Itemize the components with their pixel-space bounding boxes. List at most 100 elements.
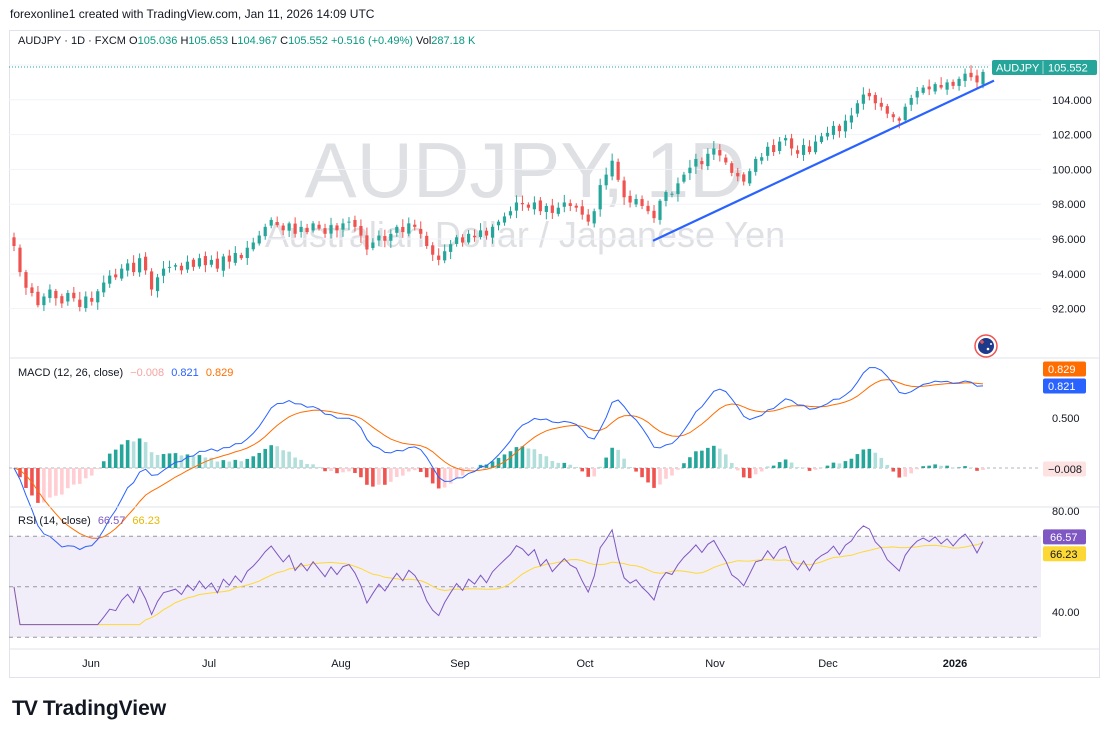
candle[interactable]	[915, 86, 919, 105]
candle[interactable]	[311, 221, 315, 233]
macd-histogram-bar[interactable]	[945, 465, 949, 468]
macd-histogram-bar[interactable]	[783, 459, 788, 468]
macd-histogram-bar[interactable]	[442, 468, 447, 488]
macd-histogram-bar[interactable]	[60, 468, 64, 495]
candle[interactable]	[520, 195, 525, 211]
macd-histogram-bar[interactable]	[568, 464, 573, 468]
macd-histogram-bar[interactable]	[197, 455, 202, 468]
macd-histogram-bar[interactable]	[257, 453, 262, 468]
candle[interactable]	[975, 69, 979, 89]
macd-histogram-bar[interactable]	[347, 468, 351, 472]
candle[interactable]	[700, 157, 704, 170]
macd-histogram-bar[interactable]	[89, 468, 94, 476]
candle[interactable]	[257, 230, 261, 246]
candle[interactable]	[843, 114, 848, 138]
rsi-value-tag[interactable]: 66.57	[1043, 529, 1086, 545]
candle[interactable]	[688, 159, 692, 181]
candle[interactable]	[24, 269, 28, 295]
macd-histogram-bar[interactable]	[682, 463, 686, 468]
candle[interactable]	[275, 216, 279, 228]
candle[interactable]	[84, 291, 88, 312]
macd-histogram-bar[interactable]	[580, 468, 585, 472]
candle[interactable]	[646, 200, 650, 215]
candle[interactable]	[610, 153, 614, 181]
candle[interactable]	[598, 178, 602, 217]
macd-histogram-bar[interactable]	[867, 448, 872, 468]
macd-histogram-bar[interactable]	[269, 445, 274, 468]
candle[interactable]	[921, 85, 925, 95]
macd-histogram-bar[interactable]	[532, 449, 537, 468]
candle[interactable]	[622, 176, 626, 205]
candle[interactable]	[431, 242, 435, 261]
candle[interactable]	[209, 255, 213, 268]
candle[interactable]	[120, 264, 124, 281]
candle[interactable]	[784, 134, 788, 146]
candle[interactable]	[640, 195, 644, 210]
candle[interactable]	[449, 239, 453, 260]
macd-histogram-bar[interactable]	[365, 468, 369, 485]
macd-histogram-bar[interactable]	[706, 447, 710, 468]
macd-histogram-bar[interactable]	[251, 456, 256, 468]
candle[interactable]	[939, 77, 943, 90]
macd-histogram-bar[interactable]	[460, 468, 465, 476]
candle[interactable]	[227, 249, 231, 269]
macd-histogram-bar[interactable]	[789, 462, 794, 468]
candle[interactable]	[472, 229, 477, 242]
candle[interactable]	[897, 116, 901, 129]
candle[interactable]	[891, 111, 895, 123]
price-tag[interactable]: AUDJPY 105.552	[992, 60, 1097, 75]
candle[interactable]	[879, 97, 883, 111]
candle[interactable]	[329, 217, 333, 239]
macd-histogram-bar[interactable]	[556, 462, 561, 468]
candle[interactable]	[532, 196, 536, 215]
macd-histogram-bar[interactable]	[377, 468, 381, 485]
macd-histogram-bar[interactable]	[562, 462, 567, 468]
macd-histogram-bar[interactable]	[741, 468, 746, 478]
macd-histogram-bar[interactable]	[550, 461, 555, 468]
candle[interactable]	[514, 195, 519, 219]
macd-histogram-bar[interactable]	[670, 468, 674, 476]
macd-histogram-bar[interactable]	[891, 468, 896, 472]
candle[interactable]	[586, 209, 590, 226]
macd-histogram-bar[interactable]	[604, 457, 608, 468]
macd-histogram-bar[interactable]	[18, 468, 22, 478]
candle[interactable]	[461, 234, 465, 247]
macd-histogram-bar[interactable]	[167, 453, 172, 468]
candle[interactable]	[365, 227, 369, 256]
candle[interactable]	[616, 158, 620, 182]
candle[interactable]	[496, 219, 501, 231]
macd-histogram-bar[interactable]	[544, 456, 549, 468]
macd-histogram-bar[interactable]	[299, 459, 303, 468]
candle[interactable]	[72, 286, 76, 302]
candle[interactable]	[96, 289, 100, 310]
macd-histogram-bar[interactable]	[927, 465, 931, 468]
macd-histogram-bar[interactable]	[939, 465, 943, 468]
macd-histogram-bar[interactable]	[448, 468, 453, 484]
candle[interactable]	[825, 126, 830, 141]
macd-histogram-bar[interactable]	[77, 468, 82, 484]
macd-histogram-bar[interactable]	[508, 451, 513, 468]
candle[interactable]	[706, 148, 710, 171]
candle[interactable]	[143, 252, 148, 275]
candle[interactable]	[161, 260, 166, 284]
candle[interactable]	[484, 227, 489, 240]
candle[interactable]	[664, 190, 668, 207]
candle[interactable]	[126, 259, 130, 277]
candle[interactable]	[502, 212, 507, 226]
candle[interactable]	[766, 142, 770, 161]
candle[interactable]	[132, 255, 136, 276]
rsi-line[interactable]	[13, 525, 984, 626]
candle[interactable]	[18, 244, 22, 277]
candle[interactable]	[239, 252, 243, 261]
macd-histogram-bar[interactable]	[771, 465, 776, 468]
candle[interactable]	[323, 223, 327, 238]
macd-histogram-bar[interactable]	[42, 468, 46, 503]
macd-histogram-bar[interactable]	[628, 467, 632, 468]
macd-histogram-bar[interactable]	[514, 447, 519, 468]
macd-histogram-bar[interactable]	[676, 468, 680, 470]
rsi-ma-line[interactable]	[13, 542, 984, 626]
candle[interactable]	[831, 121, 836, 140]
candle[interactable]	[652, 205, 656, 223]
macd-histogram-bar[interactable]	[903, 468, 908, 477]
